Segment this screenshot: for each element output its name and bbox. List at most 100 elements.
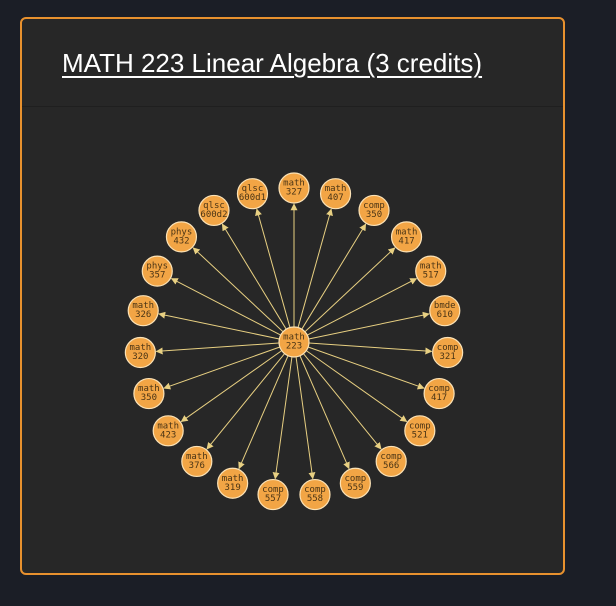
node-label: 600d1 — [239, 193, 266, 203]
node-label: math — [420, 262, 442, 272]
node-label: 432 — [173, 236, 189, 246]
node-label: 350 — [366, 210, 382, 220]
node-circle — [432, 336, 464, 369]
node-label: 376 — [189, 461, 205, 471]
node-label: math — [325, 184, 347, 194]
node-label: comp — [380, 452, 402, 462]
node-label: 417 — [398, 236, 414, 246]
node-label: 423 — [160, 430, 176, 440]
node-label: math — [222, 474, 244, 484]
node-circle — [278, 172, 310, 204]
node-circle — [165, 221, 198, 253]
node-label: math — [130, 343, 152, 353]
node-label: 357 — [149, 271, 165, 281]
node-circle — [141, 255, 173, 287]
node-circle — [429, 295, 461, 327]
node-label: 559 — [347, 483, 363, 493]
node-label: math — [283, 179, 305, 189]
node-circle — [299, 478, 331, 511]
node-label: 517 — [423, 271, 439, 281]
node-circle — [181, 445, 213, 478]
node-label: 327 — [286, 188, 302, 198]
node-label: phys — [171, 227, 193, 237]
node-label: 600d2 — [200, 210, 227, 220]
node-label: math — [283, 333, 305, 343]
node-label: math — [186, 452, 208, 462]
node-circle — [217, 467, 249, 499]
node-circle — [319, 178, 352, 210]
node-label: bmde — [434, 301, 456, 311]
node-label: 320 — [132, 352, 148, 362]
node-label: 319 — [225, 483, 241, 493]
node-circle — [257, 478, 289, 511]
node-label: comp — [304, 485, 326, 495]
node-circle — [339, 467, 371, 499]
course-card: MATH 223 Linear Algebra (3 credits) — [20, 17, 565, 575]
node-circle — [127, 295, 159, 327]
node-circle — [198, 194, 230, 227]
node-label: qlsc — [203, 201, 225, 211]
node-label: phys — [146, 262, 168, 272]
node-label: 223 — [286, 342, 302, 352]
node-label: 610 — [437, 310, 453, 320]
node-label: 521 — [412, 430, 428, 440]
node-circle — [375, 445, 407, 478]
node-label: math — [157, 421, 179, 431]
node-label: 417 — [431, 393, 447, 403]
node-label: 350 — [141, 393, 157, 403]
node-circle — [390, 221, 423, 253]
node-label: 566 — [383, 461, 399, 471]
node-circle — [152, 415, 184, 447]
node-label: comp — [363, 201, 385, 211]
node-label: math — [132, 301, 154, 311]
node-label: 557 — [265, 494, 281, 504]
node-circle — [423, 377, 455, 410]
node-label: comp — [409, 421, 431, 431]
node-label: math — [396, 227, 418, 237]
node-label: 558 — [307, 494, 323, 504]
course-title-link[interactable]: MATH 223 Linear Algebra (3 credits) — [62, 48, 483, 78]
node-circle — [124, 336, 156, 369]
node-label: comp — [345, 474, 367, 484]
node-label: comp — [428, 384, 450, 394]
node-label: 326 — [135, 310, 151, 320]
node-circle — [358, 194, 390, 227]
node-label: comp — [437, 343, 459, 353]
card-header: MATH 223 Linear Algebra (3 credits) — [22, 19, 563, 107]
node-circle — [236, 178, 269, 210]
node-circle — [133, 377, 165, 410]
node-circle — [404, 415, 436, 447]
node-label: comp — [262, 485, 284, 495]
node-label: qlsc — [242, 184, 264, 194]
node-circle — [415, 255, 447, 287]
node-label: 407 — [327, 193, 343, 203]
node-circle — [278, 326, 310, 358]
node-label: math — [138, 384, 160, 394]
node-label: 321 — [440, 352, 456, 362]
